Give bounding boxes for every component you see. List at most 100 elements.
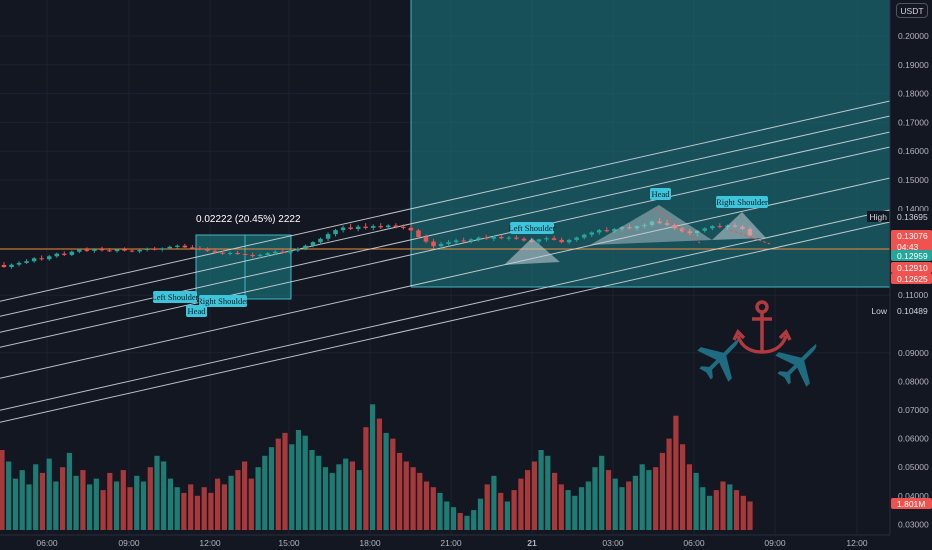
time-tick: 15:00 bbox=[278, 538, 300, 548]
volume-bar bbox=[673, 415, 679, 530]
candle-body bbox=[702, 228, 707, 231]
right-shoulder-shape bbox=[712, 212, 766, 240]
candle-body bbox=[220, 252, 225, 254]
anchor-fluke bbox=[732, 329, 746, 341]
volume-bar bbox=[93, 478, 99, 530]
price-tag-bg bbox=[891, 211, 932, 222]
volume-bar bbox=[444, 501, 450, 530]
candle-body bbox=[212, 250, 218, 253]
channel-line bbox=[0, 100, 891, 302]
candle-body bbox=[129, 250, 135, 252]
currency-button[interactable]: USDT bbox=[896, 3, 928, 18]
time-tick: 12:00 bbox=[846, 538, 868, 548]
target-zone bbox=[411, 0, 890, 287]
volume-bar bbox=[740, 495, 746, 530]
volume-bar bbox=[558, 484, 564, 530]
price-tick: 0.16000 bbox=[898, 146, 929, 156]
candle-body bbox=[84, 249, 90, 251]
candle-body bbox=[47, 256, 52, 260]
volume-bar bbox=[275, 438, 281, 530]
price-tick: 0.18000 bbox=[898, 89, 929, 99]
volume-bar bbox=[134, 475, 140, 530]
candle-body bbox=[54, 253, 59, 257]
price-tick: 0.17000 bbox=[898, 117, 929, 127]
volume-bar bbox=[262, 455, 268, 530]
volume-bar bbox=[309, 450, 315, 530]
first-head-label: Head bbox=[188, 306, 207, 316]
price-tick: 0.19000 bbox=[898, 60, 929, 70]
candle-body bbox=[99, 249, 105, 251]
candle-body bbox=[619, 227, 625, 229]
candle-body bbox=[446, 242, 451, 244]
second-right-shoulder-label-bg bbox=[716, 196, 768, 208]
volume-bar bbox=[605, 470, 612, 530]
candle-body bbox=[521, 238, 527, 241]
volume-bar bbox=[282, 432, 288, 530]
candle-body bbox=[92, 249, 97, 251]
candle-body bbox=[16, 262, 22, 265]
price-tag-value: 0.12625 bbox=[897, 274, 928, 284]
price-tag-bg bbox=[891, 305, 932, 316]
second-head-label: Head bbox=[652, 189, 671, 199]
candle-body bbox=[152, 248, 157, 250]
candle-body bbox=[303, 245, 308, 249]
volume-bar bbox=[181, 492, 187, 530]
volume-bar bbox=[87, 484, 93, 530]
time-tick: 21 bbox=[527, 538, 537, 548]
candle-body bbox=[717, 226, 723, 228]
time-tick: 03:00 bbox=[602, 538, 624, 548]
candle-body bbox=[627, 227, 632, 229]
candle-body bbox=[476, 237, 481, 240]
volume-bar bbox=[370, 404, 376, 530]
first-left-shoulder-label-bg bbox=[153, 291, 197, 303]
volume-bar bbox=[188, 484, 194, 530]
measure-box bbox=[195, 234, 292, 300]
price-tag-value: 0.13695 bbox=[897, 212, 928, 222]
price-tag-value: 0.13076 bbox=[897, 231, 928, 241]
second-left-shoulder-label-bg bbox=[510, 222, 554, 234]
price-tag-bg bbox=[891, 262, 932, 273]
volume-bar bbox=[639, 464, 645, 530]
volume-bar bbox=[73, 475, 79, 530]
candle-body bbox=[491, 237, 496, 239]
price-tag-value: 0.12910 bbox=[897, 263, 928, 273]
time-tick: 09:00 bbox=[118, 538, 140, 548]
candle-body bbox=[273, 251, 278, 254]
candle-body bbox=[423, 237, 429, 242]
airplane-icon bbox=[775, 343, 817, 387]
volume-bar bbox=[713, 490, 719, 530]
volume-bar bbox=[289, 444, 295, 530]
volume-bar bbox=[120, 470, 126, 530]
candle-body bbox=[544, 238, 549, 240]
volume-bar bbox=[53, 481, 59, 530]
candles bbox=[1, 218, 753, 269]
price-tag-label-bg bbox=[867, 305, 889, 316]
volume-bar bbox=[215, 478, 221, 530]
candle-body bbox=[175, 245, 180, 247]
volume-bar bbox=[498, 492, 504, 530]
candle-body bbox=[431, 241, 436, 247]
volume-bar bbox=[154, 455, 160, 530]
volume-tick: 0.05000 bbox=[898, 462, 929, 472]
time-tick: 21:00 bbox=[440, 538, 462, 548]
candle-body bbox=[401, 226, 406, 228]
volume-bar bbox=[66, 452, 72, 530]
volume-tick: 0.07000 bbox=[898, 405, 929, 415]
volume-bar bbox=[268, 447, 275, 530]
volume-bar bbox=[235, 470, 241, 530]
price-tag-label: High bbox=[870, 212, 888, 222]
candle-body bbox=[710, 226, 715, 229]
candle-body bbox=[695, 230, 700, 233]
price-tag-value: 0.10489 bbox=[897, 306, 928, 316]
volume-bar bbox=[659, 452, 665, 530]
volume-bar bbox=[531, 461, 537, 530]
pattern-neck bbox=[654, 207, 701, 244]
volume-bar bbox=[552, 472, 558, 530]
volume-bar bbox=[403, 461, 409, 530]
volume-bar bbox=[430, 487, 436, 530]
volume-bar bbox=[201, 487, 207, 530]
volume-bar bbox=[504, 501, 510, 530]
plane-shape bbox=[697, 338, 739, 382]
